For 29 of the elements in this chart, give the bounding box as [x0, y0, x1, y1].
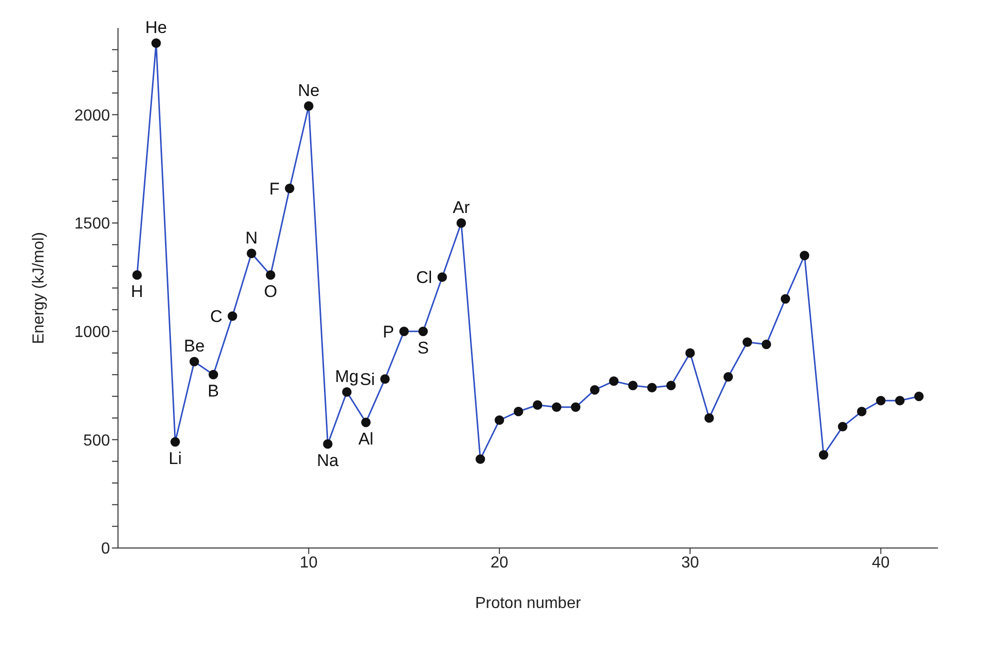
annotation: N	[245, 228, 258, 248]
annotation: Na	[316, 451, 340, 470]
y-tick-label: 0	[101, 540, 110, 558]
y-tick-label: 2000	[74, 107, 110, 124]
annotation: Mg	[335, 367, 359, 386]
annotation: Al	[358, 429, 374, 448]
annotation: Be	[184, 336, 205, 356]
x-axis-title: Proton number	[475, 595, 582, 612]
annotation: Ne	[298, 81, 320, 100]
x-tick-label: 40	[872, 554, 890, 572]
annotation: B	[208, 382, 220, 401]
annotation: C	[210, 307, 222, 326]
annotation: H	[130, 282, 144, 302]
y-tick-label: 1500	[74, 216, 110, 233]
y-tick-label: 1000	[74, 324, 110, 342]
x-tick-label: 30	[681, 554, 700, 572]
annotation: Si	[360, 370, 375, 390]
annotation: O	[264, 282, 278, 302]
annotation: Li	[168, 448, 182, 468]
annotation: S	[417, 338, 429, 358]
x-tick-label: 10	[300, 554, 318, 572]
annotation: P	[382, 322, 394, 342]
annotation: F	[269, 179, 280, 198]
annotation: He	[145, 18, 168, 38]
annotation: Cl	[416, 268, 432, 288]
annotation: Ar	[452, 198, 470, 217]
y-tick-label: 500	[83, 432, 110, 450]
y-axis-title: Energy (kJ/mol)	[30, 232, 48, 344]
x-tick-label: 20	[490, 554, 508, 572]
